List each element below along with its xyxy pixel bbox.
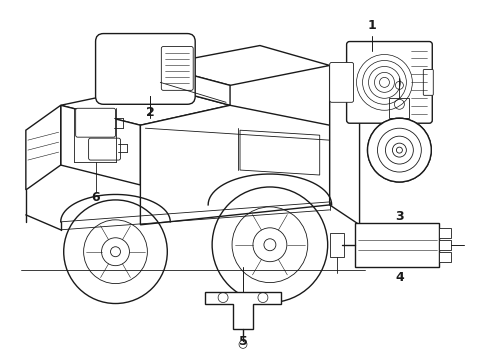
Text: 6: 6 [91,192,100,204]
FancyBboxPatch shape [89,138,121,160]
Text: 5: 5 [239,335,247,348]
Polygon shape [330,66,360,225]
FancyBboxPatch shape [346,41,432,123]
Text: 3: 3 [395,210,404,223]
Polygon shape [61,85,230,125]
Text: 4: 4 [395,271,404,284]
Polygon shape [240,130,319,175]
FancyBboxPatch shape [161,46,193,90]
Polygon shape [141,105,330,225]
Polygon shape [26,105,61,190]
FancyBboxPatch shape [96,33,195,104]
Polygon shape [61,105,141,185]
Polygon shape [155,45,330,85]
Polygon shape [205,292,281,329]
Bar [439,240,451,250]
FancyBboxPatch shape [423,69,433,95]
Bar [355,223,439,267]
Circle shape [368,118,431,182]
Bar [439,252,451,262]
Bar [330,233,343,257]
FancyBboxPatch shape [330,62,354,102]
Polygon shape [155,66,230,105]
FancyBboxPatch shape [75,108,116,137]
Text: 2: 2 [146,106,155,119]
Text: 1: 1 [367,19,376,32]
Bar [439,228,451,238]
